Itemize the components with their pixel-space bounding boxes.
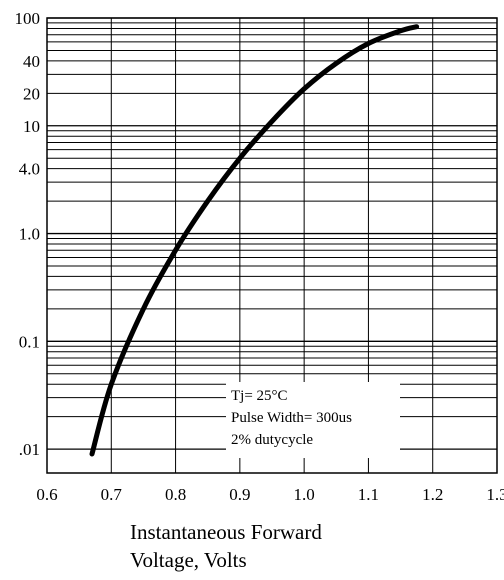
- x-tick-label: 1.2: [422, 485, 443, 504]
- x-tick-label: 0.7: [101, 485, 123, 504]
- conditions-note-line-2: Pulse Width= 300us: [231, 410, 352, 426]
- conditions-note-line-3: 2% dutycycle: [231, 432, 313, 448]
- y-tick-label: 4.0: [19, 160, 40, 179]
- x-tick-label: 1.0: [294, 485, 315, 504]
- x-tick-label: 0.6: [36, 485, 57, 504]
- x-tick-label: 0.8: [165, 485, 186, 504]
- plot-frame: [46, 17, 498, 474]
- x-tick-label: 1.1: [358, 485, 379, 504]
- x-axis-title-line-2: Voltage, Volts: [130, 548, 247, 572]
- conditions-note-box: [226, 382, 400, 458]
- x-axis-title-line-1: Instantaneous Forward: [130, 520, 322, 544]
- y-tick-label: 1.0: [19, 225, 40, 244]
- x-tick-labels: 0.6 0.7 0.8 0.9 1.0 1.1 1.2 1.3: [36, 485, 504, 504]
- conditions-note: Tj= 25°C Pulse Width= 300us 2% dutycycle: [226, 382, 400, 458]
- y-tick-labels: 100 40 20 10 4.0 1.0 0.1 .01: [15, 9, 41, 459]
- y-tick-label: 40: [23, 52, 40, 71]
- y-tick-label: 0.1: [19, 332, 40, 351]
- y-tick-label: 10: [23, 117, 40, 136]
- y-tick-label: .01: [19, 440, 40, 459]
- forward-voltage-curve: [89, 24, 420, 457]
- y-tick-label: 100: [15, 9, 41, 28]
- y-tick-label: 20: [23, 84, 40, 103]
- x-tick-label: 0.9: [229, 485, 250, 504]
- series-layer: [89, 24, 420, 457]
- x-tick-label: 1.3: [486, 485, 504, 504]
- conditions-note-line-1: Tj= 25°C: [231, 388, 288, 404]
